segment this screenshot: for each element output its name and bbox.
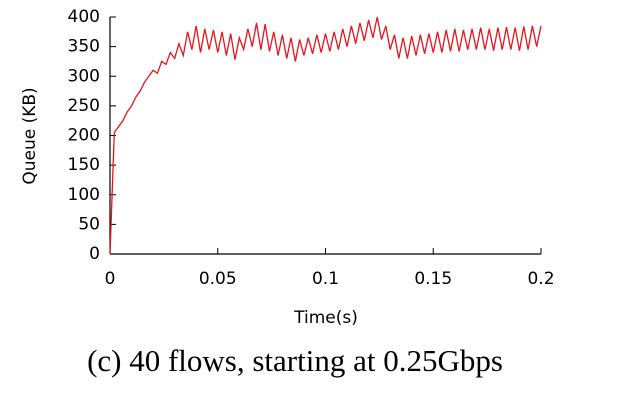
y-tick-label: 150 <box>68 155 100 175</box>
x-tick-label: 0.2 <box>527 269 554 289</box>
y-tick-label: 300 <box>68 66 100 86</box>
y-axis-label: Queue (KB) <box>20 87 40 184</box>
caption: (c) 40 flows, starting at 0.25Gbps <box>87 343 503 378</box>
x-tick-label: 0.05 <box>199 269 237 289</box>
y-tick-label: 250 <box>68 96 100 116</box>
y-tick-label: 200 <box>68 126 100 146</box>
y-tick-label: 100 <box>68 185 100 205</box>
x-tick-label: 0.1 <box>312 269 339 289</box>
x-axis-label: Time(s) <box>293 308 358 328</box>
y-tick-label: 350 <box>68 37 100 57</box>
x-tick-label: 0.15 <box>414 269 452 289</box>
x-tick-label: 0 <box>105 269 116 289</box>
y-tick-label: 400 <box>68 7 100 27</box>
y-tick-label: 0 <box>89 244 100 264</box>
line-series <box>109 16 542 255</box>
y-tick-label: 50 <box>78 214 100 234</box>
